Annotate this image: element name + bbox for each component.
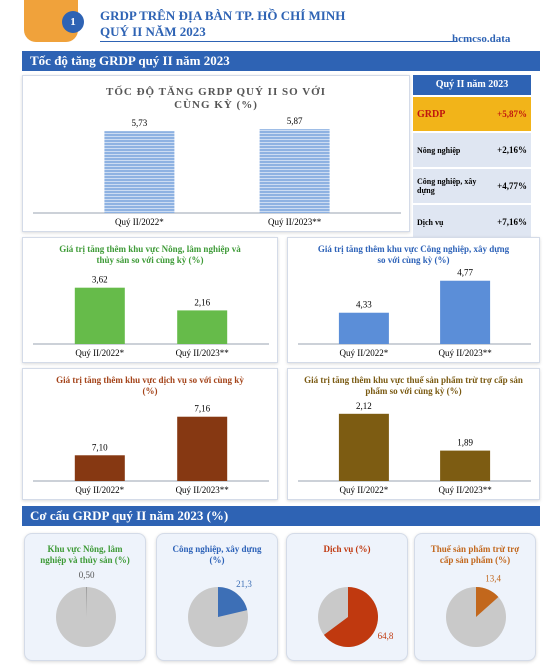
category-label: Quý II/2022* bbox=[340, 485, 389, 495]
category-label: Quý II/2023** bbox=[268, 217, 322, 227]
chart-title: Giá trị tăng thêm khu vực dịch vụ so với… bbox=[56, 375, 244, 396]
chart-panel: 4,33 Quý II/2022* 4,77 Quý II/2023** Giá trị… bbox=[287, 237, 540, 363]
value-label: 5,73 bbox=[132, 118, 148, 128]
chart: 0,50 bbox=[56, 570, 116, 647]
pie-slice bbox=[218, 587, 248, 617]
chart-title: TỐC ĐỘ TĂNG GRDP QUÝ II SO VỚI CÙNG KỲ (… bbox=[106, 86, 326, 111]
chart: 2,12 Quý II/2022* 1,89 Quý II/2023** bbox=[298, 401, 531, 495]
bar bbox=[74, 455, 125, 481]
value-label: 1,89 bbox=[457, 438, 473, 448]
row-label: Nông nghiệp bbox=[413, 133, 494, 167]
chart-panel: 64,8 Dịch vụ (%) bbox=[286, 533, 408, 661]
chart: 5,73 Quý II/2022* 5,87 Quý II/2023** bbox=[33, 116, 401, 227]
category-label: Quý II/2022* bbox=[115, 217, 164, 227]
value-label: 4,77 bbox=[457, 268, 473, 278]
chart: 7,10 Quý II/2022* 7,16 Quý II/2023** bbox=[33, 404, 269, 495]
bar bbox=[338, 312, 389, 344]
section-title: Cơ cấu GRDP quý II năm 2023 (%) bbox=[22, 506, 540, 526]
bar bbox=[104, 131, 175, 213]
summary-rows: GRDP +5,87% Nông nghiệp +2,16% Công nghiệp… bbox=[413, 95, 531, 241]
value-label: 2,16 bbox=[194, 297, 210, 307]
value-label: 21,3 bbox=[236, 579, 252, 589]
pie-slice bbox=[86, 587, 87, 617]
summary-row: Dịch vụ +7,16% bbox=[413, 205, 531, 239]
bar bbox=[440, 280, 491, 344]
row-label: Dịch vụ bbox=[413, 205, 494, 239]
row-label: Công nghiệp, xây dựng bbox=[413, 169, 494, 203]
row-label: GRDP bbox=[413, 97, 494, 131]
bar bbox=[74, 287, 125, 344]
category-label: Quý II/2022* bbox=[75, 348, 124, 358]
category-label: Quý II/2023** bbox=[176, 485, 230, 495]
header-rule bbox=[100, 41, 456, 42]
header-title: GRDP TRÊN ĐỊA BÀN TP. HỒ CHÍ MINH bbox=[100, 8, 346, 23]
bar bbox=[259, 129, 330, 213]
chart-panel: 5,73 Quý II/2022* 5,87 Quý II/2023** TỐC ĐỘ … bbox=[22, 75, 410, 232]
value-label: 4,33 bbox=[356, 300, 372, 310]
pie-slice bbox=[476, 587, 499, 617]
summary-header: Quý II năm 2023 bbox=[413, 75, 531, 95]
chart-panel: 0,50 Khu vực Nông, lâm nghiệp và thủy sản… bbox=[24, 533, 146, 661]
chart-title: Giá trị tăng thêm khu vực thuế sản phẩm … bbox=[304, 375, 523, 396]
chart-title: Giá trị tăng thêm khu vực Nông, lâm nghi… bbox=[59, 244, 241, 265]
category-label: Quý II/2023** bbox=[438, 485, 492, 495]
chart-panel: 3,62 Quý II/2022* 2,16 Quý II/2023** Giá trị… bbox=[22, 237, 278, 363]
value-label: 5,87 bbox=[287, 116, 303, 126]
chart-title: Thuế sản phẩm trừ trợ cấp sản phẩm (%) bbox=[430, 544, 520, 565]
summary-row: Nông nghiệp +2,16% bbox=[413, 133, 531, 167]
bar bbox=[177, 310, 228, 344]
chart: 21,3 bbox=[188, 579, 252, 647]
summary-row: Công nghiệp, xây dựng +4,77% bbox=[413, 169, 531, 203]
chart: 4,33 Quý II/2022* 4,77 Quý II/2023** bbox=[298, 268, 531, 358]
chart-title: Khu vực Nông, lâm nghiệp và thủy sản (%) bbox=[40, 544, 130, 565]
pie-slice bbox=[323, 587, 378, 647]
chart-title: Dịch vụ (%) bbox=[323, 544, 371, 554]
chart-panel: 21,3 Công nghiệp, xây dựng (%) bbox=[156, 533, 278, 661]
value-label: 64,8 bbox=[378, 631, 394, 641]
bar bbox=[440, 450, 491, 481]
header-subtitle: QUÝ II NĂM 2023 bbox=[100, 24, 206, 39]
category-label: Quý II/2023** bbox=[176, 348, 230, 358]
category-label: Quý II/2023** bbox=[438, 348, 492, 358]
value-label: 0,50 bbox=[79, 570, 95, 580]
chart-panel: 7,10 Quý II/2022* 7,16 Quý II/2023** Giá trị… bbox=[22, 368, 278, 500]
brand: hcmcso.data bbox=[452, 33, 511, 45]
summary-table: Quý II năm 2023 GRDP +5,87% Nông nghiệp +2… bbox=[413, 75, 531, 241]
chart: 64,8 bbox=[318, 587, 394, 647]
row-value: +4,77% bbox=[493, 169, 531, 203]
value-label: 7,10 bbox=[92, 442, 108, 452]
value-label: 3,62 bbox=[92, 275, 108, 285]
chart: 3,62 Quý II/2022* 2,16 Quý II/2023** bbox=[33, 275, 269, 358]
category-label: Quý II/2022* bbox=[340, 348, 389, 358]
row-value: +5,87% bbox=[493, 97, 531, 131]
value-label: 7,16 bbox=[194, 404, 210, 414]
chart-panel: 13,4 Thuế sản phẩm trừ trợ cấp sản phẩm (… bbox=[414, 533, 536, 661]
bar bbox=[177, 416, 228, 481]
bar bbox=[338, 413, 389, 481]
value-label: 2,12 bbox=[356, 401, 372, 411]
chart-panel: 2,12 Quý II/2022* 1,89 Quý II/2023** Giá trị… bbox=[287, 368, 540, 500]
section-title: Tốc độ tăng GRDP quý II năm 2023 bbox=[22, 51, 540, 71]
value-label: 13,4 bbox=[485, 574, 501, 584]
row-value: +2,16% bbox=[493, 133, 531, 167]
chart-title: Công nghiệp, xây dựng (%) bbox=[172, 544, 262, 565]
category-label: Quý II/2022* bbox=[75, 485, 124, 495]
chart: 13,4 bbox=[446, 574, 506, 647]
header-number: 1 bbox=[62, 11, 84, 33]
row-value: +7,16% bbox=[493, 205, 531, 239]
summary-row: GRDP +5,87% bbox=[413, 97, 531, 131]
chart-title: Giá trị tăng thêm khu vực Công nghiệp, x… bbox=[317, 244, 510, 265]
